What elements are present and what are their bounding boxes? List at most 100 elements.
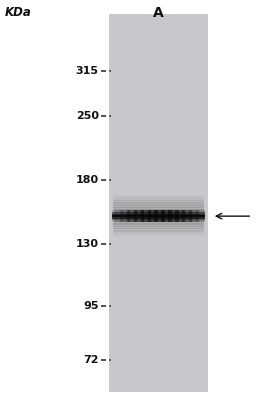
- Bar: [113, 229, 204, 230]
- Bar: [131, 210, 132, 222]
- Bar: [166, 210, 167, 222]
- Bar: [113, 219, 204, 220]
- Bar: [167, 210, 168, 222]
- Bar: [113, 202, 204, 204]
- Bar: [113, 232, 204, 234]
- Bar: [113, 225, 204, 226]
- Bar: [113, 216, 204, 218]
- Bar: [184, 210, 186, 222]
- Bar: [135, 210, 137, 222]
- Bar: [152, 210, 153, 222]
- Bar: [175, 210, 177, 222]
- Bar: [169, 210, 171, 222]
- Bar: [120, 210, 122, 222]
- Bar: [113, 214, 204, 216]
- Bar: [195, 210, 197, 222]
- Bar: [113, 210, 115, 222]
- Bar: [129, 210, 131, 222]
- Bar: [113, 224, 204, 225]
- Bar: [113, 202, 204, 203]
- Text: 180: 180: [76, 176, 99, 186]
- Bar: [198, 210, 200, 222]
- Bar: [163, 210, 165, 222]
- Bar: [149, 210, 151, 222]
- Bar: [113, 200, 204, 201]
- Bar: [147, 210, 149, 222]
- Bar: [161, 210, 163, 222]
- Bar: [113, 214, 204, 215]
- Bar: [113, 228, 204, 230]
- Bar: [113, 230, 204, 231]
- Bar: [156, 210, 158, 222]
- Bar: [148, 210, 150, 222]
- Bar: [113, 226, 204, 227]
- Bar: [113, 216, 204, 217]
- Bar: [113, 204, 204, 205]
- Bar: [182, 210, 184, 222]
- Text: 315: 315: [76, 66, 99, 76]
- Bar: [142, 210, 144, 222]
- Bar: [125, 210, 126, 222]
- Bar: [113, 215, 204, 216]
- Bar: [126, 210, 128, 222]
- Bar: [113, 218, 204, 220]
- Bar: [113, 222, 204, 223]
- Bar: [114, 210, 116, 222]
- Bar: [113, 199, 204, 200]
- Bar: [113, 221, 204, 222]
- Bar: [113, 212, 204, 213]
- Bar: [168, 210, 170, 222]
- Bar: [132, 210, 133, 222]
- Bar: [150, 210, 152, 222]
- Bar: [113, 207, 204, 208]
- Bar: [113, 204, 204, 206]
- Bar: [113, 217, 204, 218]
- Bar: [113, 201, 204, 202]
- Bar: [200, 210, 201, 222]
- Bar: [160, 210, 161, 222]
- Bar: [146, 210, 147, 222]
- Bar: [162, 210, 164, 222]
- Bar: [113, 230, 204, 232]
- Text: A: A: [153, 6, 164, 20]
- Bar: [113, 203, 204, 204]
- Bar: [121, 210, 123, 222]
- Bar: [113, 227, 204, 228]
- Bar: [113, 197, 204, 198]
- Bar: [113, 218, 204, 219]
- Bar: [113, 220, 204, 221]
- Bar: [113, 221, 204, 222]
- Text: KDa: KDa: [5, 6, 32, 19]
- Bar: [204, 210, 206, 222]
- Bar: [113, 211, 204, 212]
- Bar: [113, 232, 204, 233]
- Bar: [128, 210, 130, 222]
- Bar: [113, 231, 204, 232]
- Bar: [113, 212, 204, 213]
- Bar: [180, 210, 181, 222]
- Bar: [194, 210, 196, 222]
- Bar: [164, 210, 166, 222]
- Bar: [187, 210, 188, 222]
- Bar: [124, 210, 125, 222]
- Bar: [113, 236, 204, 237]
- Text: 95: 95: [83, 301, 99, 311]
- Bar: [192, 210, 194, 222]
- Bar: [157, 210, 159, 222]
- Bar: [109, 14, 208, 392]
- Bar: [113, 196, 204, 197]
- Bar: [179, 210, 180, 222]
- Bar: [116, 210, 118, 222]
- Bar: [133, 210, 135, 222]
- Bar: [113, 209, 204, 210]
- Bar: [144, 210, 145, 222]
- Bar: [177, 210, 179, 222]
- Bar: [136, 210, 138, 222]
- Bar: [173, 210, 174, 222]
- Bar: [113, 235, 204, 236]
- Bar: [201, 210, 203, 222]
- Bar: [113, 208, 204, 209]
- Bar: [113, 200, 204, 202]
- Bar: [119, 210, 121, 222]
- Bar: [155, 210, 157, 222]
